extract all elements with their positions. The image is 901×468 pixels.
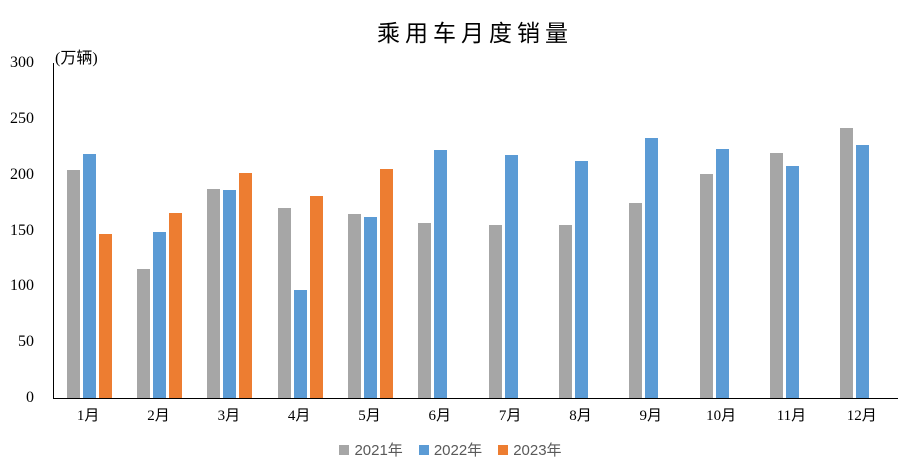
x-tick-label-3月: 3月 — [217, 408, 241, 424]
bar-2023年-5月 — [379, 169, 393, 398]
bar-2021年-5月 — [347, 214, 361, 398]
bar-group-10月 — [687, 63, 757, 398]
bar-2021年-9月 — [629, 202, 643, 398]
y-axis-unit-label: (万辆) — [55, 50, 98, 67]
bar-2021年-11月 — [769, 153, 783, 398]
bar-2021年-2月 — [136, 269, 150, 398]
x-tick-label-6月: 6月 — [428, 408, 452, 424]
bar-group-7月 — [476, 63, 546, 398]
bar-2021年-1月 — [66, 169, 80, 398]
bar-group-1月 — [54, 63, 124, 398]
x-tick-label-2月: 2月 — [147, 408, 170, 424]
y-axis-labels: 300 250 200 150 100 50 0 — [0, 54, 34, 406]
x-tick-label-12月: 12月 — [846, 408, 877, 424]
legend-item-2021年: 2021年 — [339, 439, 403, 460]
bar-group-12月 — [828, 63, 898, 398]
bar-2021年-10月 — [699, 173, 713, 398]
bar-2021年-12月 — [840, 127, 854, 398]
bar-2022年-8月 — [574, 160, 588, 398]
bar-2022年-11月 — [785, 166, 799, 398]
bar-2022年-7月 — [504, 155, 518, 398]
bar-2023年-2月 — [168, 213, 182, 398]
bar-2022年-10月 — [715, 148, 729, 398]
x-tick-label-8月: 8月 — [569, 408, 592, 424]
bar-2021年-6月 — [418, 222, 432, 398]
x-tick-label-9月: 9月 — [639, 408, 663, 424]
legend-item-2023年: 2023年 — [498, 439, 562, 460]
bar-2021年-4月 — [277, 207, 291, 398]
x-tick-label-10月: 10月 — [706, 408, 737, 424]
bar-2023年-4月 — [309, 195, 323, 398]
x-tick-label-7月: 7月 — [498, 408, 522, 424]
bar-group-8月 — [546, 63, 616, 398]
legend-label: 2021年 — [354, 442, 403, 459]
bar-2023年-3月 — [239, 172, 253, 398]
legend-item-2022年: 2022年 — [418, 439, 483, 460]
x-tick-label-4月: 4月 — [287, 408, 311, 424]
bar-group-11月 — [757, 63, 827, 398]
legend-swatch-icon — [418, 444, 429, 455]
bar-2022年-9月 — [645, 137, 659, 398]
bar-2022年-4月 — [293, 290, 307, 398]
chart-title: 乘用车月度销量 — [377, 21, 573, 46]
y-tick-label-50: 50 — [18, 333, 34, 351]
y-tick-label-100: 100 — [10, 277, 34, 295]
x-tick-label-11月: 11月 — [776, 408, 807, 424]
bar-2021年-3月 — [207, 188, 221, 398]
bar-2021年-8月 — [558, 224, 572, 398]
bar-group-3月 — [195, 63, 265, 398]
bar-2022年-5月 — [363, 216, 377, 398]
bar-group-2月 — [124, 63, 194, 398]
x-tick-label-1月: 1月 — [76, 408, 100, 424]
bar-2022年-1月 — [82, 153, 96, 398]
y-tick-label-150: 150 — [10, 221, 34, 239]
bar-group-6月 — [406, 63, 476, 398]
legend-swatch-icon — [339, 444, 350, 455]
bar-group-5月 — [335, 63, 405, 398]
legend-swatch-icon — [498, 444, 509, 455]
plot-area — [53, 63, 898, 399]
bar-2022年-12月 — [856, 145, 870, 398]
y-tick-label-300: 300 — [10, 54, 34, 71]
bar-2022年-2月 — [152, 232, 166, 398]
y-tick-label-0: 0 — [26, 389, 34, 406]
y-tick-label-250: 250 — [10, 109, 34, 127]
bar-2022年-3月 — [223, 189, 237, 398]
legend-label: 2022年 — [433, 442, 483, 459]
legend-label: 2023年 — [513, 442, 562, 459]
bar-2022年-6月 — [434, 149, 448, 398]
x-axis-labels: 1月 2月 3月 4月 5月 6月 7月 8月 9月 10月 11月 12月 — [53, 404, 897, 425]
y-tick-label-200: 200 — [10, 165, 34, 183]
bar-group-4月 — [265, 63, 335, 398]
bar-group-9月 — [617, 63, 687, 398]
x-tick-label-5月: 5月 — [358, 408, 381, 424]
chart-legend: 2021年 2022年 2023年 — [0, 439, 901, 460]
bar-2023年-1月 — [98, 234, 112, 398]
bar-2021年-7月 — [488, 224, 502, 398]
